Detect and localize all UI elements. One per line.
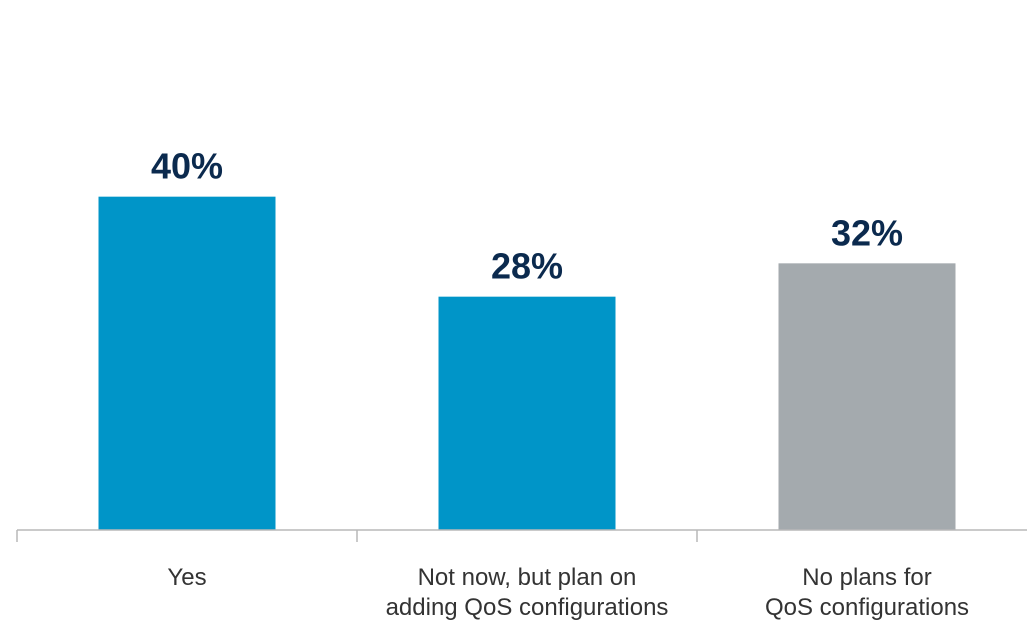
category-labels-group: Yes Not now, but plan on adding QoS config… (167, 564, 969, 621)
data-label-1: 28% (491, 246, 563, 287)
bar-2 (778, 263, 956, 530)
bar-1 (438, 296, 616, 530)
bars-group (98, 196, 956, 530)
x-tick-label-1: Not now, but plan on adding QoS configura… (386, 564, 669, 621)
data-label-2: 32% (831, 212, 903, 253)
bar-0 (98, 196, 276, 530)
value-labels-group: 40% 28% 32% (151, 146, 903, 287)
x-tick-label-0: Yes (167, 564, 206, 591)
x-tick-label-2: No plans for QoS configurations (765, 564, 969, 621)
x-axis (16, 529, 1027, 542)
data-label-0: 40% (151, 146, 223, 187)
